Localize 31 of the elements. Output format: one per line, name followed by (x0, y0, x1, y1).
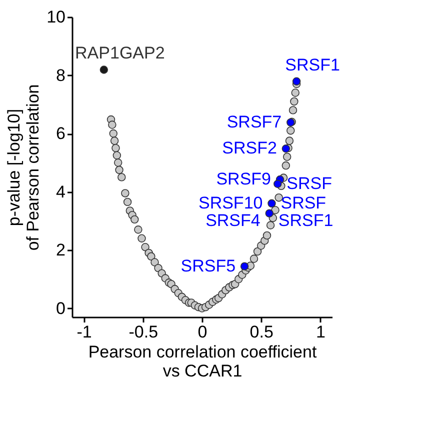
point (292, 77, 301, 86)
x-tick-label: 0 (198, 322, 208, 342)
annotation: SRSF (280, 193, 326, 212)
y-tick-label: 8 (56, 66, 66, 85)
annotation: RAP1GAP2 (75, 44, 165, 63)
x-tick-label: -1 (76, 322, 92, 342)
annotation: SRSF5 (180, 256, 236, 276)
point (265, 209, 274, 218)
annotation: SRSF7 (226, 112, 282, 132)
point (268, 199, 276, 208)
point (274, 180, 282, 188)
annotation: SRSF2 (222, 138, 277, 158)
y-axis-title: p-value [-log10] of Pearson correlation (4, 84, 43, 251)
y-tick-label: 4 (56, 182, 66, 202)
annotation: SRSF (286, 174, 332, 193)
annotation: SRSF9 (216, 170, 271, 189)
point (240, 262, 249, 270)
x-tick-label: 0.5 (250, 322, 274, 342)
point (100, 66, 108, 74)
x-tick-label: -0.5 (128, 322, 158, 342)
y-tick-label: 0 (56, 298, 66, 318)
x-tick-label: 1 (316, 322, 326, 342)
point (282, 144, 290, 153)
annotation: SRSF4 (206, 210, 260, 230)
x-axis-title: Pearson correlation coefficient vs CCAR1 (88, 342, 317, 380)
annotation: SRSF1 (278, 210, 334, 230)
y-tick-label: 10 (46, 8, 66, 26)
y-tick-label: 6 (56, 124, 66, 144)
y-tick-label: 2 (56, 240, 66, 260)
annotation: SRSF10 (198, 193, 263, 212)
annotation: SRSF1 (285, 55, 340, 74)
